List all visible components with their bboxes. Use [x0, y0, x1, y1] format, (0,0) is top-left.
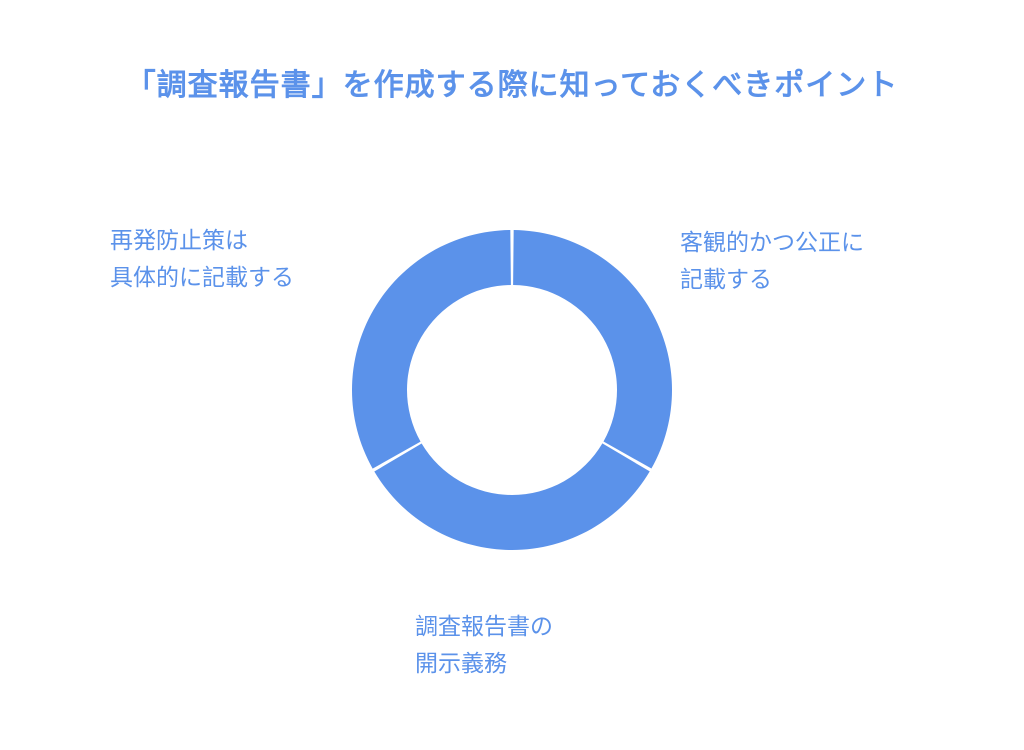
donut-chart: [352, 230, 672, 550]
label-right: 客観的かつ公正に 記載する: [680, 224, 864, 298]
donut-segment-right: [513, 230, 672, 469]
label-bottom: 調査報告書の 開示義務: [415, 608, 553, 682]
donut-segment-bottom: [374, 443, 649, 550]
label-left: 再発防止策は 具体的に記載する: [110, 222, 294, 296]
donut-segment-left: [352, 230, 511, 469]
label-bottom-line2: 開示義務: [415, 650, 507, 676]
label-right-line2: 記載する: [680, 266, 772, 292]
label-left-line1: 再発防止策は: [110, 227, 248, 253]
label-left-line2: 具体的に記載する: [110, 264, 294, 290]
label-bottom-line1: 調査報告書の: [415, 613, 553, 639]
page-title: 「調査報告書」を作成する際に知っておくべきポイント: [0, 60, 1024, 104]
label-right-line1: 客観的かつ公正に: [680, 229, 864, 255]
